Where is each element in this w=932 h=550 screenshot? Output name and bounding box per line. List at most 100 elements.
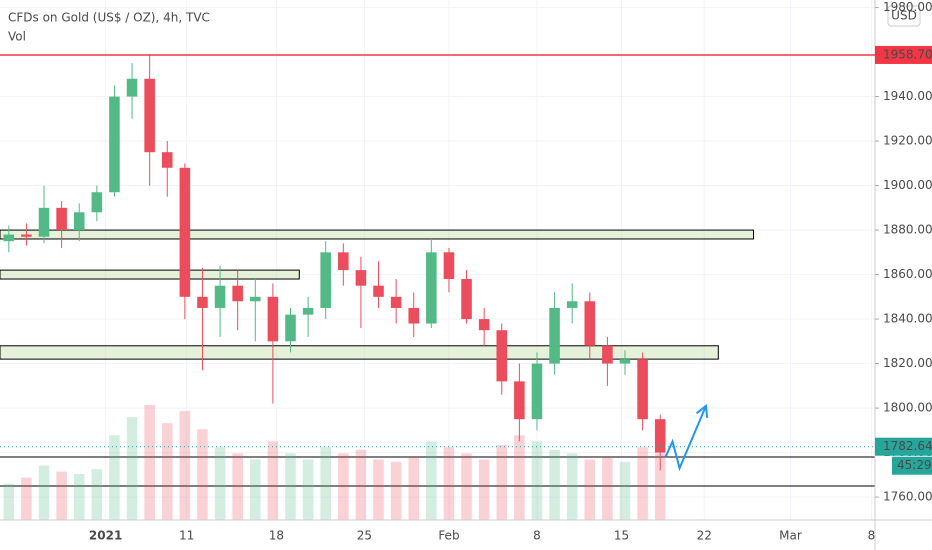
zone	[0, 229, 755, 240]
candle-body	[426, 252, 437, 324]
candle-body	[496, 330, 508, 382]
y-tick-label: 1820.00	[883, 356, 932, 370]
volume-bar	[514, 435, 525, 520]
candle-body	[637, 359, 648, 420]
x-tick-label: Feb	[438, 529, 459, 543]
volume-bar	[373, 459, 384, 520]
y-tick-label: 1940.00	[883, 89, 932, 103]
candle-body	[126, 78, 138, 97]
y-tick-label: 1980.00	[883, 0, 932, 14]
volume-bar	[267, 441, 279, 520]
candle-body	[373, 285, 384, 297]
x-tick-label: 22	[697, 529, 712, 543]
candle-body	[338, 252, 349, 271]
candle-body	[531, 363, 543, 420]
y-tick-label: 1860.00	[883, 267, 932, 281]
volume-bar	[355, 449, 367, 520]
volume-bar	[250, 459, 261, 520]
candle-body	[461, 279, 472, 320]
x-tick-label: 11	[179, 529, 194, 543]
x-tick-label: 25	[357, 529, 372, 543]
candle-body	[38, 207, 50, 237]
candle-body	[355, 270, 367, 286]
volume-bar	[302, 459, 314, 520]
candle-body	[654, 419, 666, 453]
candle-body	[179, 167, 191, 297]
zone	[0, 269, 300, 280]
resistance-label: 1958.70	[883, 47, 932, 61]
x-tick-label: 2021	[89, 529, 122, 543]
x-tick-label: 15	[614, 529, 629, 543]
volume-bar	[38, 465, 50, 520]
candle-body	[56, 207, 67, 231]
candle-body	[267, 296, 279, 342]
candle-body	[619, 359, 631, 364]
y-tick-label: 1900.00	[883, 178, 932, 192]
x-tick-label: 18	[269, 529, 284, 543]
last-price-label: 1782.64	[883, 439, 932, 453]
volume-bar	[161, 423, 173, 520]
candle-body	[214, 285, 226, 308]
last-price-tag	[875, 437, 932, 456]
candle-body	[549, 307, 560, 364]
projection-arrowhead	[695, 403, 709, 418]
candle-body	[566, 301, 578, 308]
candle-body	[73, 212, 85, 231]
volume-bar	[109, 435, 120, 520]
volume-bar	[584, 459, 596, 520]
volume-bar	[285, 453, 296, 520]
x-tick-label: 8	[533, 529, 541, 543]
volume-bar	[179, 411, 191, 520]
candle-body	[478, 319, 490, 331]
volume-bar	[197, 429, 208, 520]
currency[interactable]: USD	[891, 9, 917, 23]
volume-bar	[214, 447, 226, 520]
countdown-label: 45:29	[897, 458, 932, 472]
candle-body	[144, 78, 155, 153]
candle-body	[21, 234, 32, 237]
candle-body	[302, 307, 314, 315]
candle-body	[514, 381, 525, 420]
volume-bar	[126, 417, 138, 520]
volume-bar	[461, 453, 472, 520]
candle-body	[584, 301, 596, 346]
x-tick-label: Mar	[779, 529, 802, 543]
volume-bar	[338, 453, 349, 520]
candle-body	[408, 307, 420, 324]
volume-bar	[602, 457, 613, 520]
resistance-tag	[875, 45, 932, 64]
candle-body	[161, 152, 173, 168]
countdown-tag	[892, 456, 932, 475]
y-tick-label: 1760.00	[883, 490, 932, 504]
candle-body	[250, 296, 261, 302]
candle-body	[443, 252, 455, 280]
volume-bar	[566, 453, 578, 520]
zone	[0, 345, 719, 360]
volume-label: Vol	[8, 30, 26, 44]
candle-body	[109, 96, 120, 193]
volume-bar	[91, 469, 103, 520]
candle-body	[232, 285, 243, 302]
volume-bar	[619, 461, 631, 520]
volume-bar	[390, 461, 402, 520]
chart-title: CFDs on Gold (US$ / OZ), 4h, TVC	[8, 11, 210, 25]
volume-bar	[232, 453, 243, 520]
currency-button[interactable]	[887, 5, 921, 27]
volume-bar	[654, 453, 666, 520]
volume-bar	[478, 459, 490, 520]
x-tick-label: 8	[868, 529, 876, 543]
volume-bar	[408, 457, 420, 520]
y-tick-label: 1880.00	[883, 223, 932, 237]
volume-bar	[56, 471, 67, 520]
volume-bar	[320, 447, 331, 520]
candle-body	[602, 345, 613, 364]
volume-bar	[21, 477, 32, 520]
volume-bar	[549, 449, 560, 520]
volume-bar	[443, 447, 455, 520]
y-tick-label: 1920.00	[883, 134, 932, 148]
plot-area	[0, 0, 875, 520]
volume-bar	[496, 444, 508, 520]
y-tick-label: 1840.00	[883, 312, 932, 326]
candle-body	[320, 252, 331, 308]
